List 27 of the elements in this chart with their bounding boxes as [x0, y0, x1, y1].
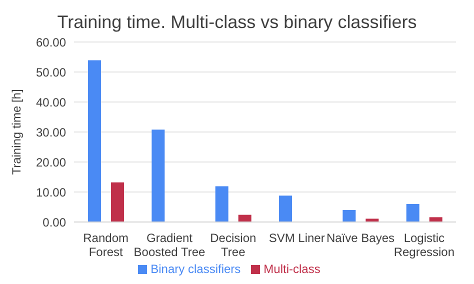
y-tick-label: 20.00: [36, 155, 66, 170]
bar: [238, 214, 252, 222]
bar: [279, 196, 292, 222]
chart-title: Training time. Multi-class vs binary classifiers: [56, 11, 418, 34]
x-tick-label: SVM Liner: [268, 231, 325, 245]
bar: [406, 204, 420, 222]
y-tick-label: 40.00: [36, 95, 66, 110]
bar: [342, 210, 356, 222]
y-tick-label: 60.00: [36, 35, 66, 50]
legend-label: Multi-class: [264, 262, 320, 276]
x-tick-label: Decision Tree: [210, 231, 256, 259]
bar: [215, 186, 228, 222]
x-tick-label: Random Forest: [83, 231, 129, 259]
x-tick-label: Logistic Regression: [394, 231, 455, 259]
bar: [366, 218, 379, 222]
x-tick-label: Naïve Bayes: [326, 231, 395, 245]
y-tick-label: 0.00: [42, 215, 66, 230]
bar: [111, 182, 124, 222]
legend-label: Binary classifiers: [150, 262, 241, 276]
y-tick-label: 30.00: [36, 125, 66, 140]
y-tick-label: 10.00: [36, 185, 66, 200]
bar: [429, 217, 442, 222]
bar: [152, 130, 165, 222]
x-tick-label: Gradient Boosted Tree: [134, 231, 206, 259]
bar: [88, 60, 102, 222]
y-tick-label: 50.00: [36, 65, 66, 80]
y-axis-title: Training time [h]: [9, 89, 24, 175]
